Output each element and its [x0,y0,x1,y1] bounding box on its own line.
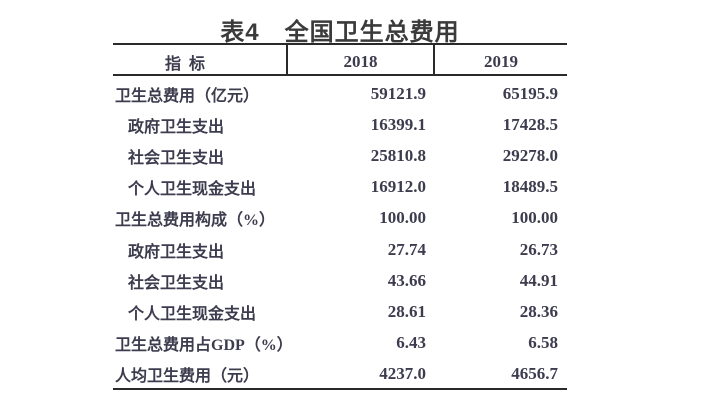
table-row-personal-share: 个人卫生现金支出 28.61 28.36 [113,294,567,325]
value-2018: 43.66 [387,270,426,290]
value-2018: 4237.0 [379,364,426,384]
health-expenditure-table: 指 标 2018 2019 卫生总费用（亿元） 59121.9 65195.9 … [113,43,567,390]
value-2018: 59121.9 [370,83,426,103]
table-row-social-expenditure: 社会卫生支出 25810.8 29278.0 [113,138,567,169]
value-2019: 17428.5 [502,114,558,134]
row-label: 卫生总费用构成（%） [115,212,276,230]
row-label: 人均卫生费用（元） [115,368,260,386]
value-2019: 100.00 [511,208,558,228]
table-row-social-share: 社会卫生支出 43.66 44.91 [113,263,567,294]
header-year-2018: 2018 [288,45,435,74]
value-2019: 65195.9 [502,83,558,103]
row-label: 社会卫生支出 [128,149,225,167]
row-label: 政府卫生支出 [128,118,225,136]
value-2019: 28.36 [519,301,558,321]
row-label: 卫生总费用（亿元） [115,87,260,105]
value-2018: 16912.0 [370,177,426,197]
table-row-per-capita: 人均卫生费用（元） 4237.0 4656.7 [113,357,567,388]
table-header-row: 指 标 2018 2019 [113,45,567,76]
row-label: 政府卫生支出 [128,243,225,261]
value-2019: 29278.0 [502,145,558,165]
value-2018: 27.74 [387,239,426,259]
row-label: 个人卫生现金支出 [128,181,257,199]
table-row-total-expenditure: 卫生总费用（亿元） 59121.9 65195.9 [113,76,567,107]
value-2019: 4656.7 [511,364,558,384]
value-2018: 16399.1 [370,114,426,134]
value-2018: 6.43 [396,333,426,353]
table-title: 表4 全国卫生总费用 [220,19,460,46]
value-2018: 25810.8 [370,145,426,165]
row-label: 社会卫生支出 [128,274,225,292]
header-year-2019: 2019 [484,51,518,71]
table-row-personal-cash-expenditure: 个人卫生现金支出 16912.0 18489.5 [113,170,567,201]
row-label: 卫生总费用占GDP（%） [115,337,293,355]
table-row-gdp-share: 卫生总费用占GDP（%） 6.43 6.58 [113,326,567,357]
header-indicator: 指 标 [113,45,288,74]
value-2019: 18489.5 [502,177,558,197]
value-2018: 100.00 [379,208,426,228]
value-2019: 26.73 [519,239,558,259]
table-row-government-share: 政府卫生支出 27.74 26.73 [113,232,567,263]
value-2018: 28.61 [387,301,426,321]
value-2019: 6.58 [528,333,558,353]
table-row-government-expenditure: 政府卫生支出 16399.1 17428.5 [113,107,567,138]
table-row-composition: 卫生总费用构成（%） 100.00 100.00 [113,201,567,232]
row-label: 个人卫生现金支出 [128,305,257,323]
value-2019: 44.91 [519,270,558,290]
